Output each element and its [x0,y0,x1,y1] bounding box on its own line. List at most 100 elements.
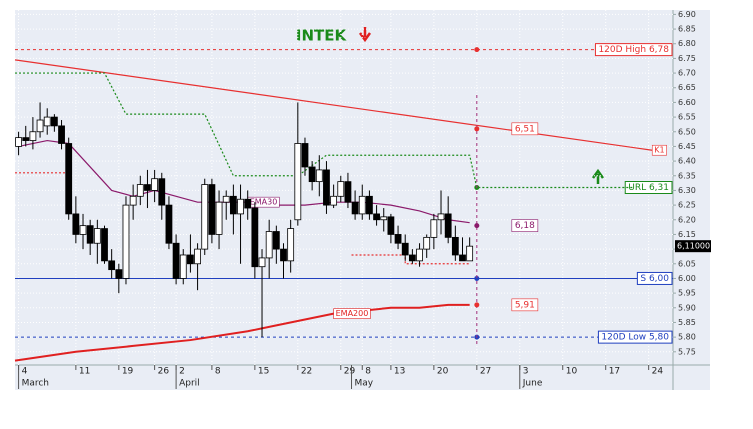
y-tick-label: 6.85 [678,25,696,34]
annotation-label: 6,18 [515,221,535,231]
candle-body [179,254,187,279]
candle-body [351,201,359,215]
candle-body [416,248,423,262]
y-tick-label: 6.90 [678,10,696,19]
y-tick-label: 6.15 [678,230,696,239]
candle-body [144,184,151,191]
candle-body [93,228,101,244]
annotation-label: 6,51 [515,124,535,134]
candle-body [272,231,280,250]
y-tick-label: 5.85 [678,318,696,327]
candle-body [129,195,137,206]
candle-body [408,254,416,262]
candle-body [344,181,352,203]
y-tick-label: 6.80 [678,39,696,48]
candle-body [387,216,395,235]
level-label-box [624,181,673,194]
y-tick-label: 6.75 [678,54,696,63]
x-tick-label: 20 [437,367,449,377]
x-tick-label: 15 [258,367,269,377]
candle-body [366,195,373,215]
candle-body [358,195,366,215]
candle-body [451,236,459,256]
candle-body [50,116,58,127]
y-tick-label: 6.05 [678,259,696,268]
series-label-box [651,144,667,156]
down-arrow [358,27,372,43]
y-tick-label: 5.80 [678,333,696,342]
candle-body [337,181,345,197]
candle-body [65,143,73,215]
candle-body [251,207,259,268]
level-label-box [594,43,673,57]
candle-body [222,195,230,203]
month-label: June [522,379,543,389]
month-label: April [179,379,200,389]
x-tick-label: 2 [179,367,185,377]
y-tick-label: 5.95 [678,289,696,298]
month-label: May [355,379,374,389]
candle-body [423,236,431,250]
y-tick-label: 6.20 [678,215,696,224]
x-tick-label: 29 [344,367,356,377]
candle-body [187,254,194,265]
candle-body [79,225,87,235]
x-tick-label: 17 [609,367,620,377]
annotation-marker [474,302,480,308]
x-tick-label: 3 [523,367,529,377]
y-tick-label: 6.60 [678,98,696,107]
candle-body [165,204,173,244]
candle-body [380,216,388,221]
candle-body [115,269,123,279]
candle-body [43,116,51,127]
level-label: S 6,00 [640,274,669,284]
candle-body [215,201,223,235]
series-line [15,72,635,189]
annotation-label: 5,91 [515,300,535,310]
candle-body [330,195,338,206]
y-tick-label: 5.75 [678,347,696,356]
y-tick-label: 6.55 [678,113,696,122]
y-tick-label: 6.25 [678,201,696,210]
y-tick-label: 6.50 [678,127,696,136]
y-tick-label: 6.40 [678,157,696,166]
candle-body [86,225,94,244]
month-label: March [22,379,49,389]
level-marker [474,275,480,281]
candle-body [58,125,65,144]
x-tick-label: 19 [122,367,134,377]
last-price-label: 6,11000 [677,242,710,251]
series-label: EMA200 [336,309,369,318]
candle-body [136,184,144,197]
chart-title: INTEK [296,27,348,45]
x-tick-label: 8 [365,367,371,377]
candle-body [459,254,466,262]
candle-body [36,119,44,133]
candle-body [401,242,409,256]
candle-body [244,198,252,209]
candle-body [15,137,22,147]
x-tick-label: 10 [566,367,578,377]
series-label: K1 [654,146,664,155]
candle-body [373,213,380,221]
candle-body [208,184,216,235]
candle-body [430,219,438,238]
annotation-box [511,298,539,312]
candle-body [158,178,166,206]
level-label: URL 6,31 [628,183,669,193]
candle-body [201,184,209,250]
x-tick-label: 27 [480,367,491,377]
series-line [14,59,653,151]
candle-body [29,131,37,141]
candle-body [194,248,201,265]
candle-body [301,143,309,168]
candle-body [265,231,273,259]
x-tick-label: 26 [158,367,170,377]
candle-body [237,198,244,215]
candle-body [437,213,445,221]
level-label-box [597,330,673,344]
x-tick-label: 8 [215,367,221,377]
candle-body [258,257,266,268]
candle-body [323,169,330,206]
annotation-box [511,219,539,232]
